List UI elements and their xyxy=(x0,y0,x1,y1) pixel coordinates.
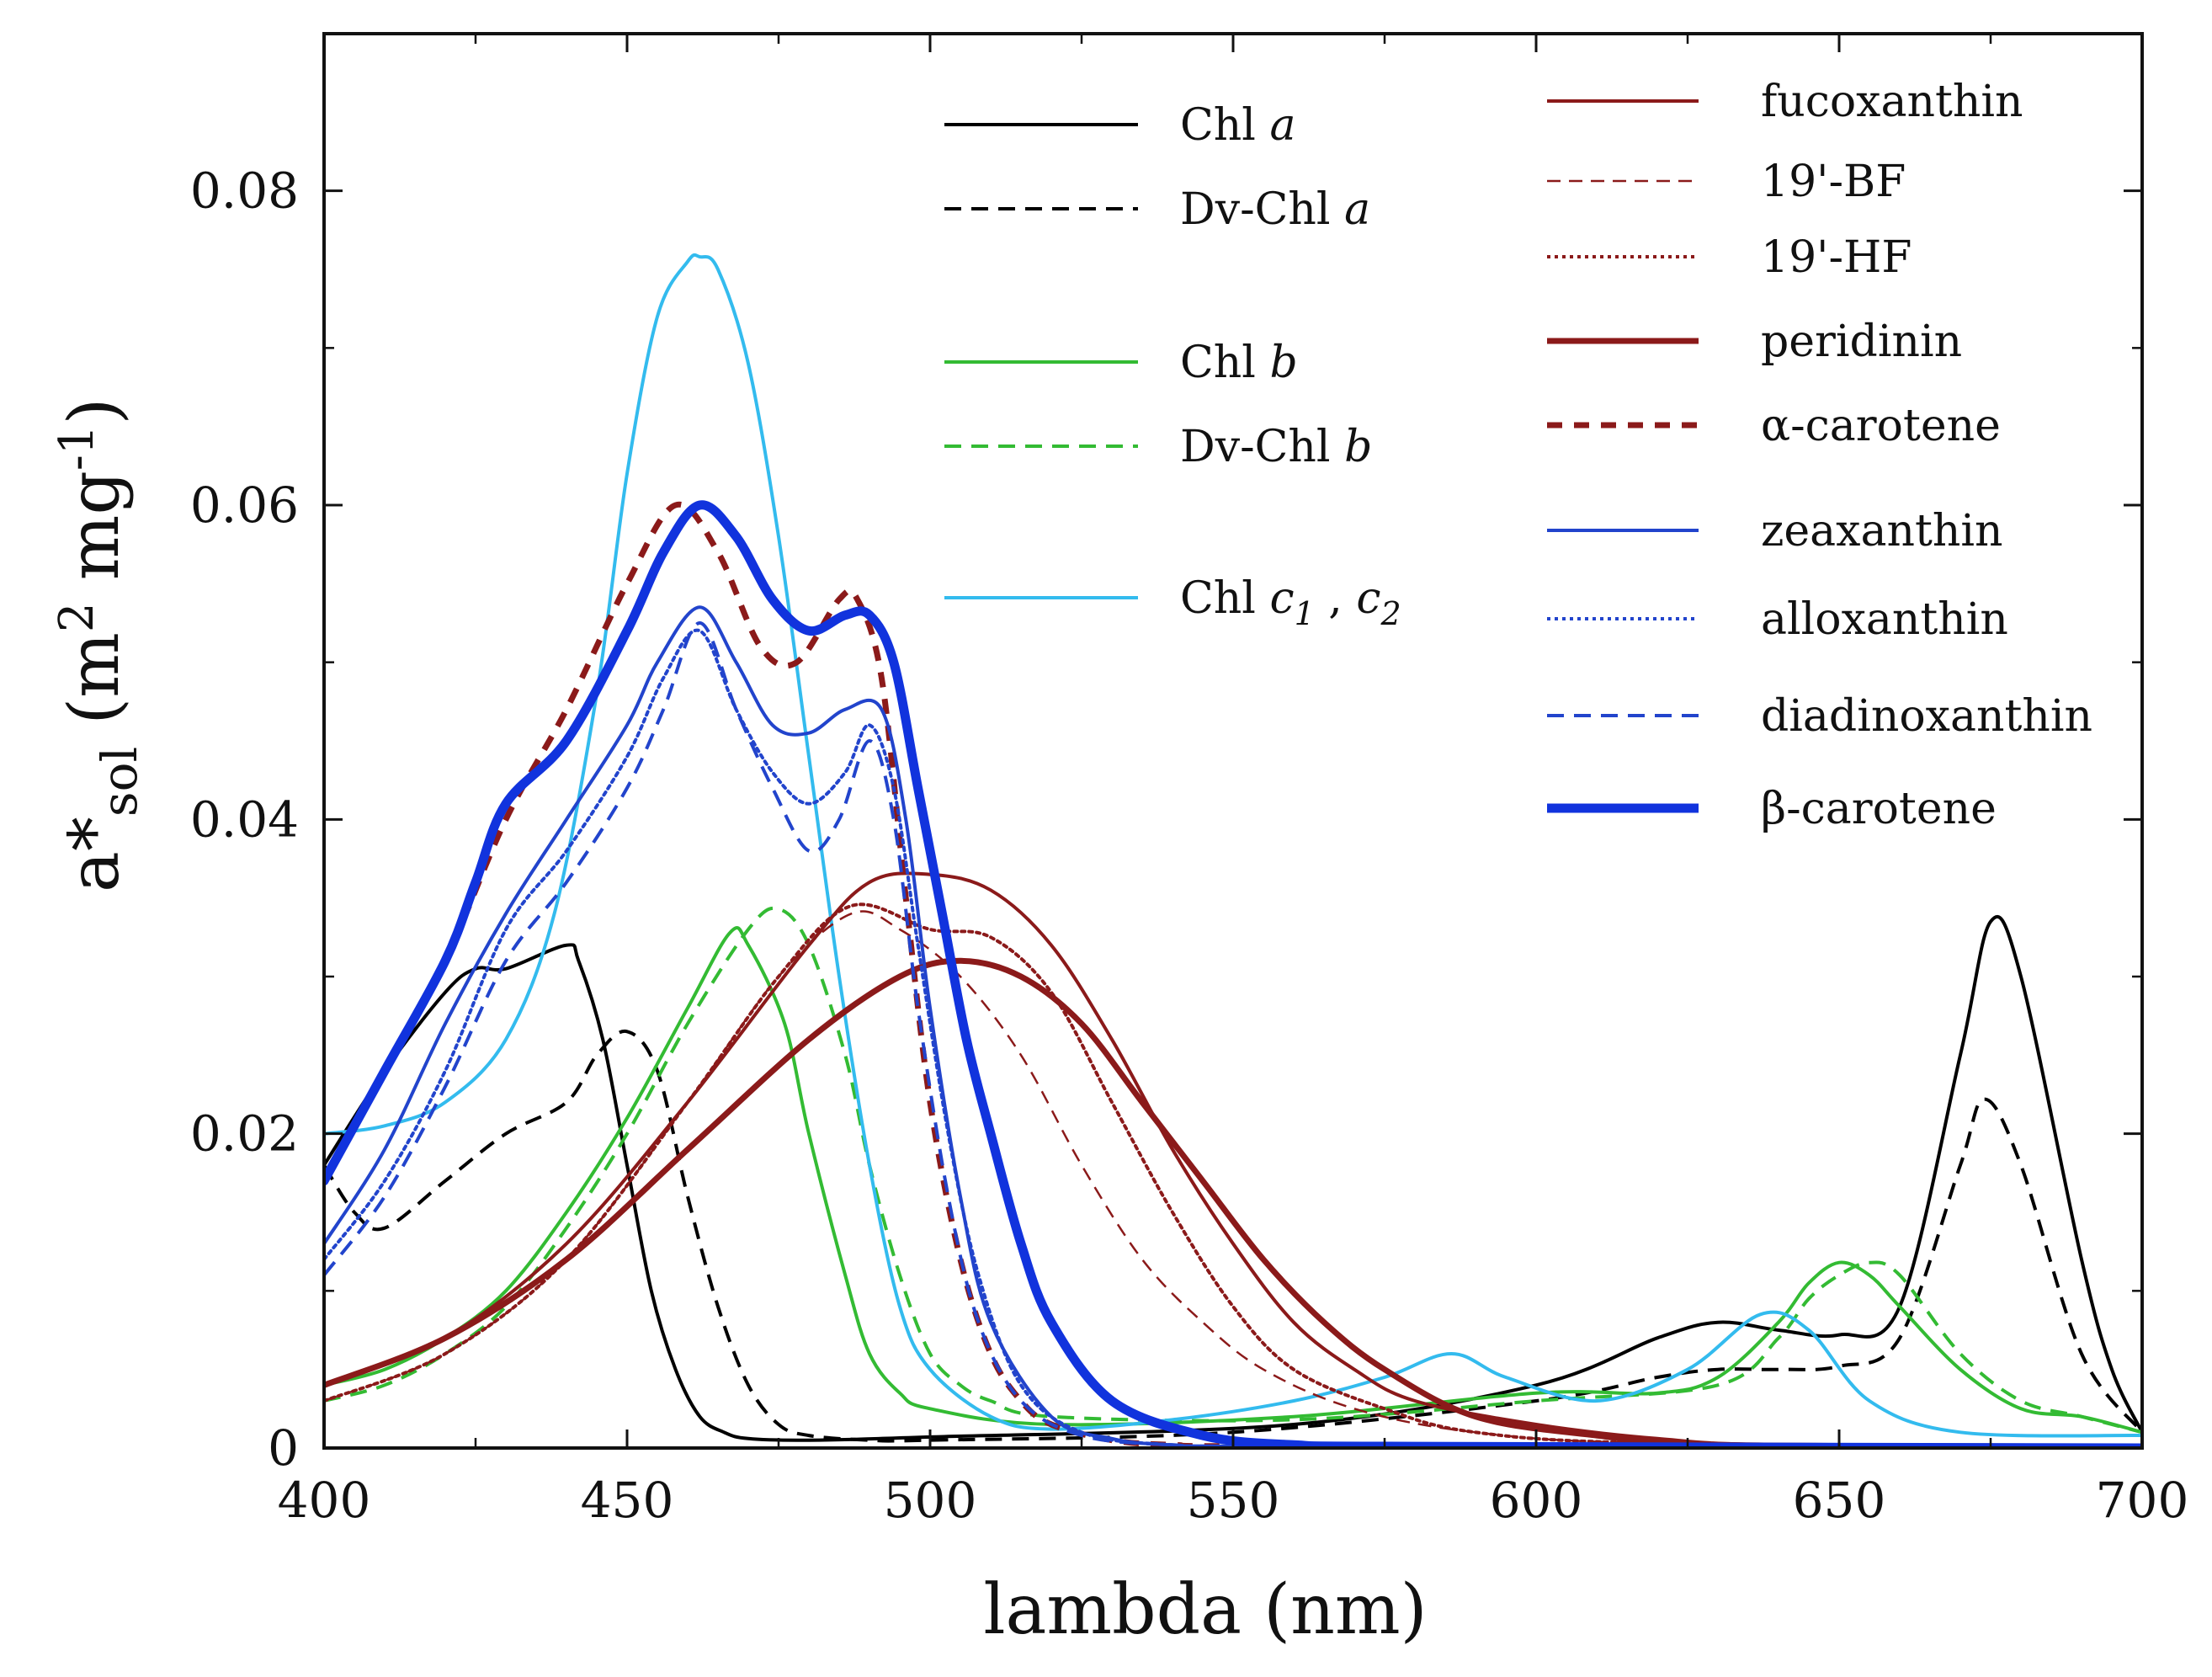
y-title-subscript: sol xyxy=(91,747,148,817)
y-axis-title: a*sol (m2 mg-1) xyxy=(50,398,148,892)
legend-item-dv-chl-b: Dv-Chl b xyxy=(944,422,1372,472)
legend-label: Dv-Chl b xyxy=(1180,422,1372,472)
legend-label: 19'-HF xyxy=(1761,232,1912,283)
series-line-carotene xyxy=(324,500,2142,1448)
legend-item-carotene: β-carotene xyxy=(1547,784,1997,834)
legend-label: α-carotene xyxy=(1761,401,2001,451)
y-tick-label: 0.02 xyxy=(190,1105,299,1163)
legend-label: zeaxanthin xyxy=(1761,506,2003,556)
legend-label: 19'-BF xyxy=(1761,157,1906,207)
legend-item-dv-chl-a: Dv-Chl a xyxy=(944,184,1370,235)
legend-label: Chl b xyxy=(1180,338,1298,388)
x-tick-label: 650 xyxy=(1793,1472,1886,1529)
y-title-base: a* xyxy=(55,817,135,892)
series-line-19-hf xyxy=(324,902,2142,1448)
legend-item-zeaxanthin: zeaxanthin xyxy=(1547,506,2003,556)
y-tick-label: 0.06 xyxy=(190,476,299,534)
y-title-sup: 2 xyxy=(50,602,104,632)
legend-label: β-carotene xyxy=(1761,784,1997,834)
x-tick-label: 400 xyxy=(278,1472,371,1529)
x-tick-label: 550 xyxy=(1187,1472,1280,1529)
x-axis-title: lambda (nm) xyxy=(983,1570,1427,1650)
legend-item-peridinin: peridinin xyxy=(1547,317,1962,367)
series-line-chl-b xyxy=(324,926,2142,1435)
legend-label: Chl c1 , c2 xyxy=(1180,573,1401,632)
y-title-units-mid: mg xyxy=(55,471,135,602)
series-line-fucoxanthin xyxy=(324,871,2142,1448)
legend-item-chl-c1-c2: Chl c1 , c2 xyxy=(944,573,1401,632)
y-tick-label: 0 xyxy=(268,1419,299,1477)
legend-item-chl-b: Chl b xyxy=(944,338,1298,388)
series-line-peridinin xyxy=(324,957,2142,1448)
legend-label: diadinoxanthin xyxy=(1761,691,2092,742)
legend: Chl a Dv-Chl a Chl b Dv-Chl b Chl c1 , c2 fuc… xyxy=(944,77,2092,834)
x-tick-label: 600 xyxy=(1490,1472,1583,1529)
legend-item-diadinoxanthin: diadinoxanthin xyxy=(1547,691,2092,742)
curves-layer xyxy=(324,253,2142,1448)
series-line-alloxanthin xyxy=(324,628,2142,1448)
legend-item-alloxanthin: alloxanthin xyxy=(1547,594,2008,645)
legend-label: alloxanthin xyxy=(1761,594,2008,645)
x-tick-label: 700 xyxy=(2096,1472,2189,1529)
y-tick-label: 0.04 xyxy=(190,791,299,848)
y-title-units: (m xyxy=(55,632,135,747)
series-line-diadinoxanthin xyxy=(324,621,2142,1448)
legend-label: Dv-Chl a xyxy=(1180,184,1370,235)
legend-item-19-bf: 19'-BF xyxy=(1547,157,1906,207)
series-line-chl-c1-c2 xyxy=(324,253,2142,1438)
legend-item-19-hf: 19'-HF xyxy=(1547,232,1912,283)
legend-label: Chl a xyxy=(1180,100,1295,151)
axes-layer: 400 450 500 550 600 650 700 0 0.02 0.04 0.06 0.08 xyxy=(190,32,2189,1529)
y-tick-label: 0.08 xyxy=(190,162,299,220)
series-line-carotene xyxy=(324,501,2142,1448)
x-tick-label: 500 xyxy=(884,1472,977,1529)
y-title-sup2: -1 xyxy=(50,425,104,471)
legend-item-fucoxanthin: fucoxanthin xyxy=(1547,77,2023,127)
legend-label: peridinin xyxy=(1761,317,1962,367)
legend-item-carotene: α-carotene xyxy=(1547,401,2001,451)
series-line-dv-chl-b xyxy=(324,906,2142,1435)
x-tick-label: 450 xyxy=(581,1472,674,1529)
legend-item-chl-a: Chl a xyxy=(944,100,1295,151)
legend-label: fucoxanthin xyxy=(1761,77,2023,127)
y-title-units-close: ) xyxy=(55,398,135,425)
series-line-19-bf xyxy=(324,910,2142,1448)
